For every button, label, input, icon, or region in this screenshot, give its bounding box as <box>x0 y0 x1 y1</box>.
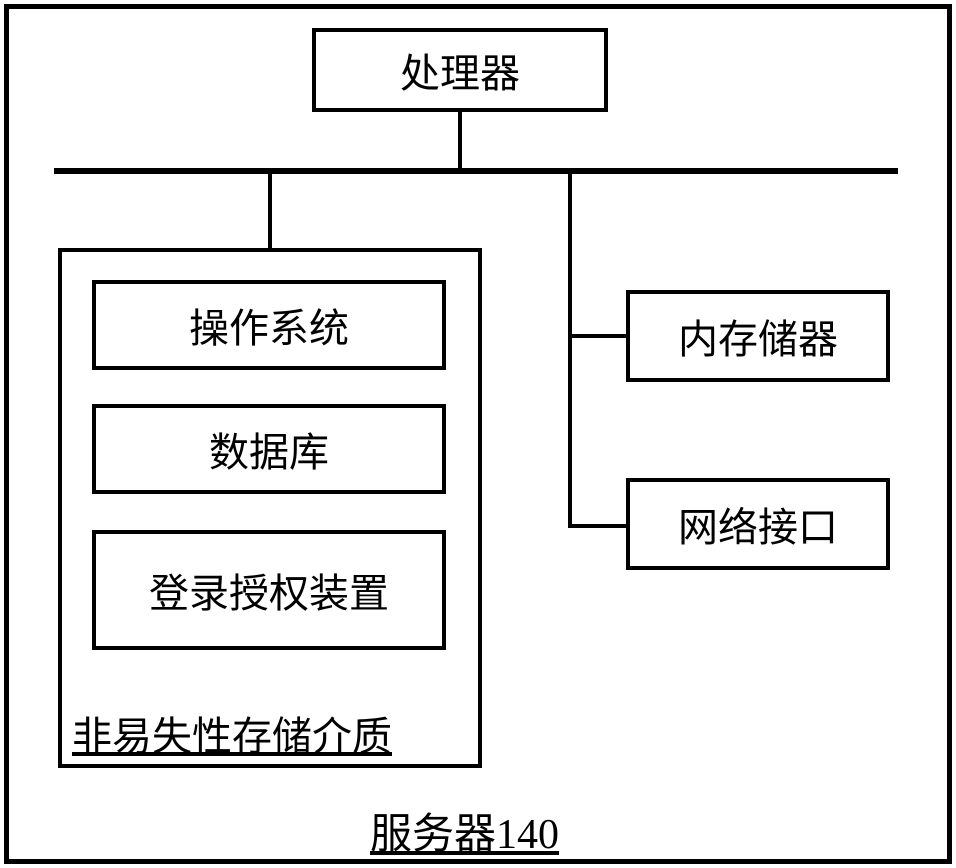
login-auth-label: 登录授权装置 <box>149 561 389 619</box>
connector-processor-down <box>458 112 462 168</box>
connector-horizontal-bus <box>54 168 898 174</box>
processor-label: 处理器 <box>400 41 520 99</box>
os-label: 操作系统 <box>189 296 349 354</box>
diagram-container: 处理器 操作系统 数据库 登录授权装置 非易失性存储介质 内存储器 网络接口 服… <box>0 0 956 868</box>
login-auth-box: 登录授权装置 <box>92 530 446 650</box>
network-label: 网络接口 <box>678 495 838 553</box>
memory-box: 内存储器 <box>626 290 890 382</box>
memory-label: 内存储器 <box>678 307 838 365</box>
database-box: 数据库 <box>92 404 446 494</box>
database-label: 数据库 <box>209 420 329 478</box>
connector-to-memory <box>572 334 626 338</box>
connector-to-storage <box>268 174 272 248</box>
connector-right-vertical <box>568 174 572 528</box>
os-box: 操作系统 <box>92 280 446 370</box>
processor-box: 处理器 <box>312 28 608 112</box>
diagram-caption: 服务器140 <box>370 800 559 861</box>
connector-to-network <box>572 524 626 528</box>
network-box: 网络接口 <box>626 478 890 570</box>
storage-medium-label: 非易失性存储介质 <box>72 704 392 762</box>
